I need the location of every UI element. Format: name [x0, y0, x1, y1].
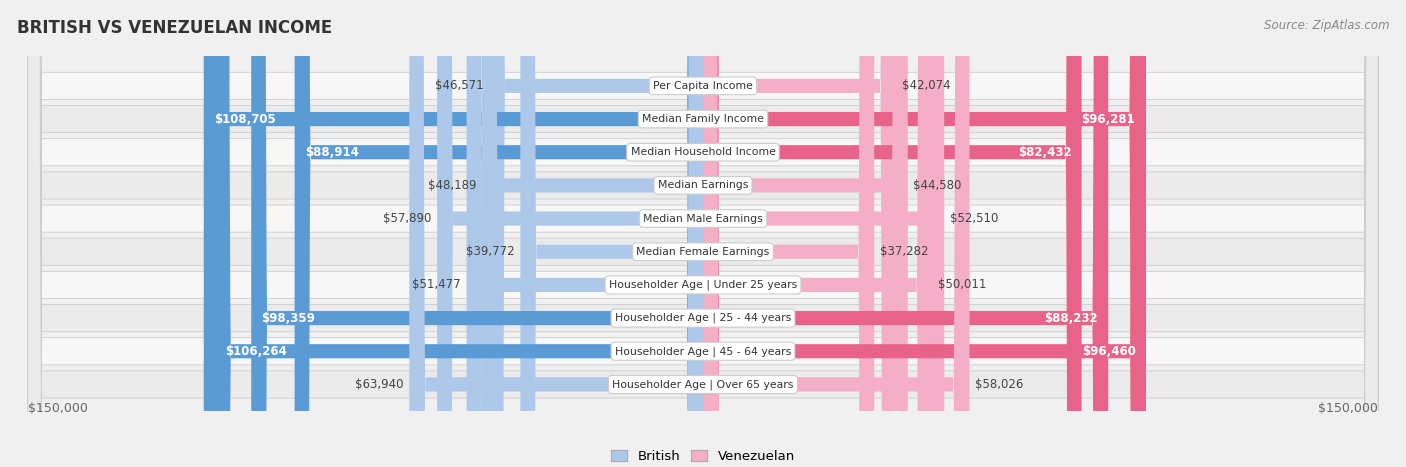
FancyBboxPatch shape	[28, 0, 1378, 467]
FancyBboxPatch shape	[703, 0, 896, 467]
Text: Median Female Earnings: Median Female Earnings	[637, 247, 769, 257]
Text: $106,264: $106,264	[225, 345, 287, 358]
Text: $82,432: $82,432	[1018, 146, 1071, 159]
Text: $150,000: $150,000	[1319, 402, 1378, 415]
Text: Householder Age | Over 65 years: Householder Age | Over 65 years	[612, 379, 794, 389]
Text: $96,460: $96,460	[1081, 345, 1136, 358]
FancyBboxPatch shape	[520, 0, 703, 467]
Text: $50,011: $50,011	[938, 278, 987, 291]
FancyBboxPatch shape	[204, 0, 703, 467]
FancyBboxPatch shape	[703, 0, 1081, 467]
Text: $108,705: $108,705	[214, 113, 276, 126]
FancyBboxPatch shape	[28, 0, 1378, 467]
Text: $98,359: $98,359	[262, 311, 315, 325]
Legend: British, Venezuelan: British, Venezuelan	[606, 445, 800, 467]
Text: $150,000: $150,000	[28, 402, 87, 415]
Text: $44,580: $44,580	[914, 179, 962, 192]
FancyBboxPatch shape	[703, 0, 875, 467]
FancyBboxPatch shape	[703, 0, 970, 467]
Text: Householder Age | Under 25 years: Householder Age | Under 25 years	[609, 280, 797, 290]
Text: $46,571: $46,571	[434, 79, 484, 92]
Text: $37,282: $37,282	[880, 245, 928, 258]
Text: Median Male Earnings: Median Male Earnings	[643, 213, 763, 224]
FancyBboxPatch shape	[482, 0, 703, 467]
Text: $58,026: $58,026	[974, 378, 1024, 391]
FancyBboxPatch shape	[28, 0, 1378, 467]
Text: $57,890: $57,890	[384, 212, 432, 225]
FancyBboxPatch shape	[28, 0, 1378, 467]
Text: $51,477: $51,477	[412, 278, 461, 291]
FancyBboxPatch shape	[467, 0, 703, 467]
Text: Median Household Income: Median Household Income	[630, 147, 776, 157]
FancyBboxPatch shape	[28, 0, 1378, 467]
FancyBboxPatch shape	[703, 0, 1146, 467]
Text: BRITISH VS VENEZUELAN INCOME: BRITISH VS VENEZUELAN INCOME	[17, 19, 332, 37]
Text: Median Earnings: Median Earnings	[658, 180, 748, 191]
FancyBboxPatch shape	[295, 0, 703, 467]
FancyBboxPatch shape	[28, 0, 1378, 467]
FancyBboxPatch shape	[437, 0, 703, 467]
Text: $48,189: $48,189	[427, 179, 477, 192]
Text: $52,510: $52,510	[949, 212, 998, 225]
FancyBboxPatch shape	[409, 0, 703, 467]
Text: Householder Age | 25 - 44 years: Householder Age | 25 - 44 years	[614, 313, 792, 323]
Text: Householder Age | 45 - 64 years: Householder Age | 45 - 64 years	[614, 346, 792, 356]
FancyBboxPatch shape	[28, 0, 1378, 467]
Text: $88,232: $88,232	[1045, 311, 1098, 325]
FancyBboxPatch shape	[252, 0, 703, 467]
Text: $63,940: $63,940	[356, 378, 404, 391]
Text: Median Family Income: Median Family Income	[643, 114, 763, 124]
FancyBboxPatch shape	[215, 0, 703, 467]
FancyBboxPatch shape	[28, 0, 1378, 467]
FancyBboxPatch shape	[703, 0, 908, 467]
FancyBboxPatch shape	[703, 0, 945, 467]
Text: $42,074: $42,074	[901, 79, 950, 92]
Text: $39,772: $39,772	[467, 245, 515, 258]
FancyBboxPatch shape	[703, 0, 1108, 467]
FancyBboxPatch shape	[28, 0, 1378, 467]
FancyBboxPatch shape	[703, 0, 932, 467]
FancyBboxPatch shape	[489, 0, 703, 467]
Text: $96,281: $96,281	[1081, 113, 1135, 126]
Text: Source: ZipAtlas.com: Source: ZipAtlas.com	[1264, 19, 1389, 32]
FancyBboxPatch shape	[28, 0, 1378, 467]
Text: Per Capita Income: Per Capita Income	[652, 81, 754, 91]
FancyBboxPatch shape	[703, 0, 1146, 467]
Text: $88,914: $88,914	[305, 146, 359, 159]
